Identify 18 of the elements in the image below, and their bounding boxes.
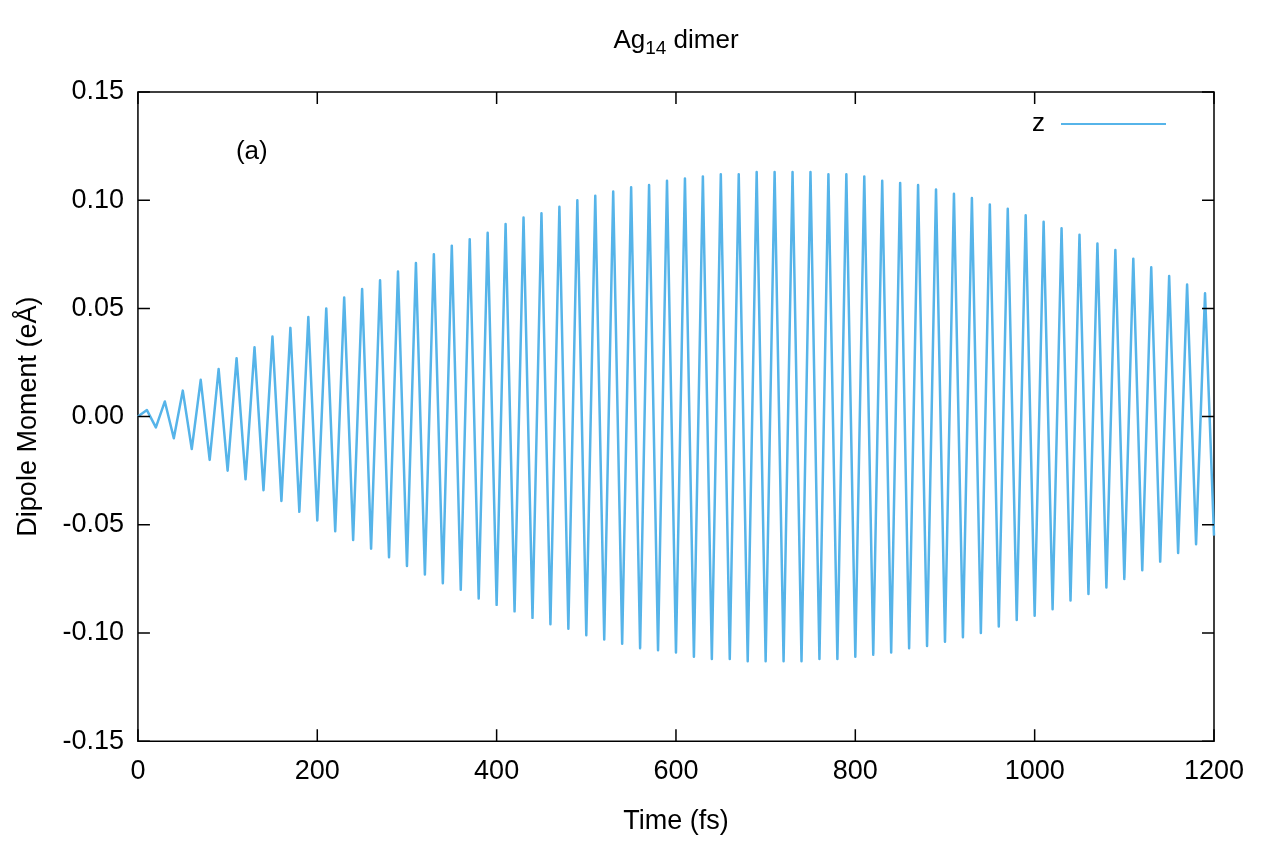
x-tick-label: 1200 <box>1183 754 1245 785</box>
x-tick-label: 400 <box>474 754 520 785</box>
y-tick-label: 0.05 <box>71 291 124 322</box>
y-tick-label: -0.05 <box>62 508 124 539</box>
y-tick-label: 0.00 <box>71 400 124 431</box>
x-tick-label: 600 <box>653 754 699 785</box>
x-tick-label: 1000 <box>1004 754 1065 785</box>
x-tick-label: 0 <box>130 754 146 785</box>
y-tick-label: -0.15 <box>62 724 124 755</box>
x-axis-title: Time (fs) <box>623 805 729 836</box>
y-axis-title: Dipole Moment (eÅ) <box>10 296 42 537</box>
x-tick-label: 800 <box>832 754 878 785</box>
y-tick-label: -0.10 <box>62 616 124 647</box>
y-tick-label: 0.10 <box>71 183 124 214</box>
legend-label: z <box>1032 107 1045 138</box>
annotation: (a) <box>235 135 268 166</box>
x-tick-label: 200 <box>294 754 340 785</box>
y-tick-label: 0.15 <box>71 75 124 106</box>
